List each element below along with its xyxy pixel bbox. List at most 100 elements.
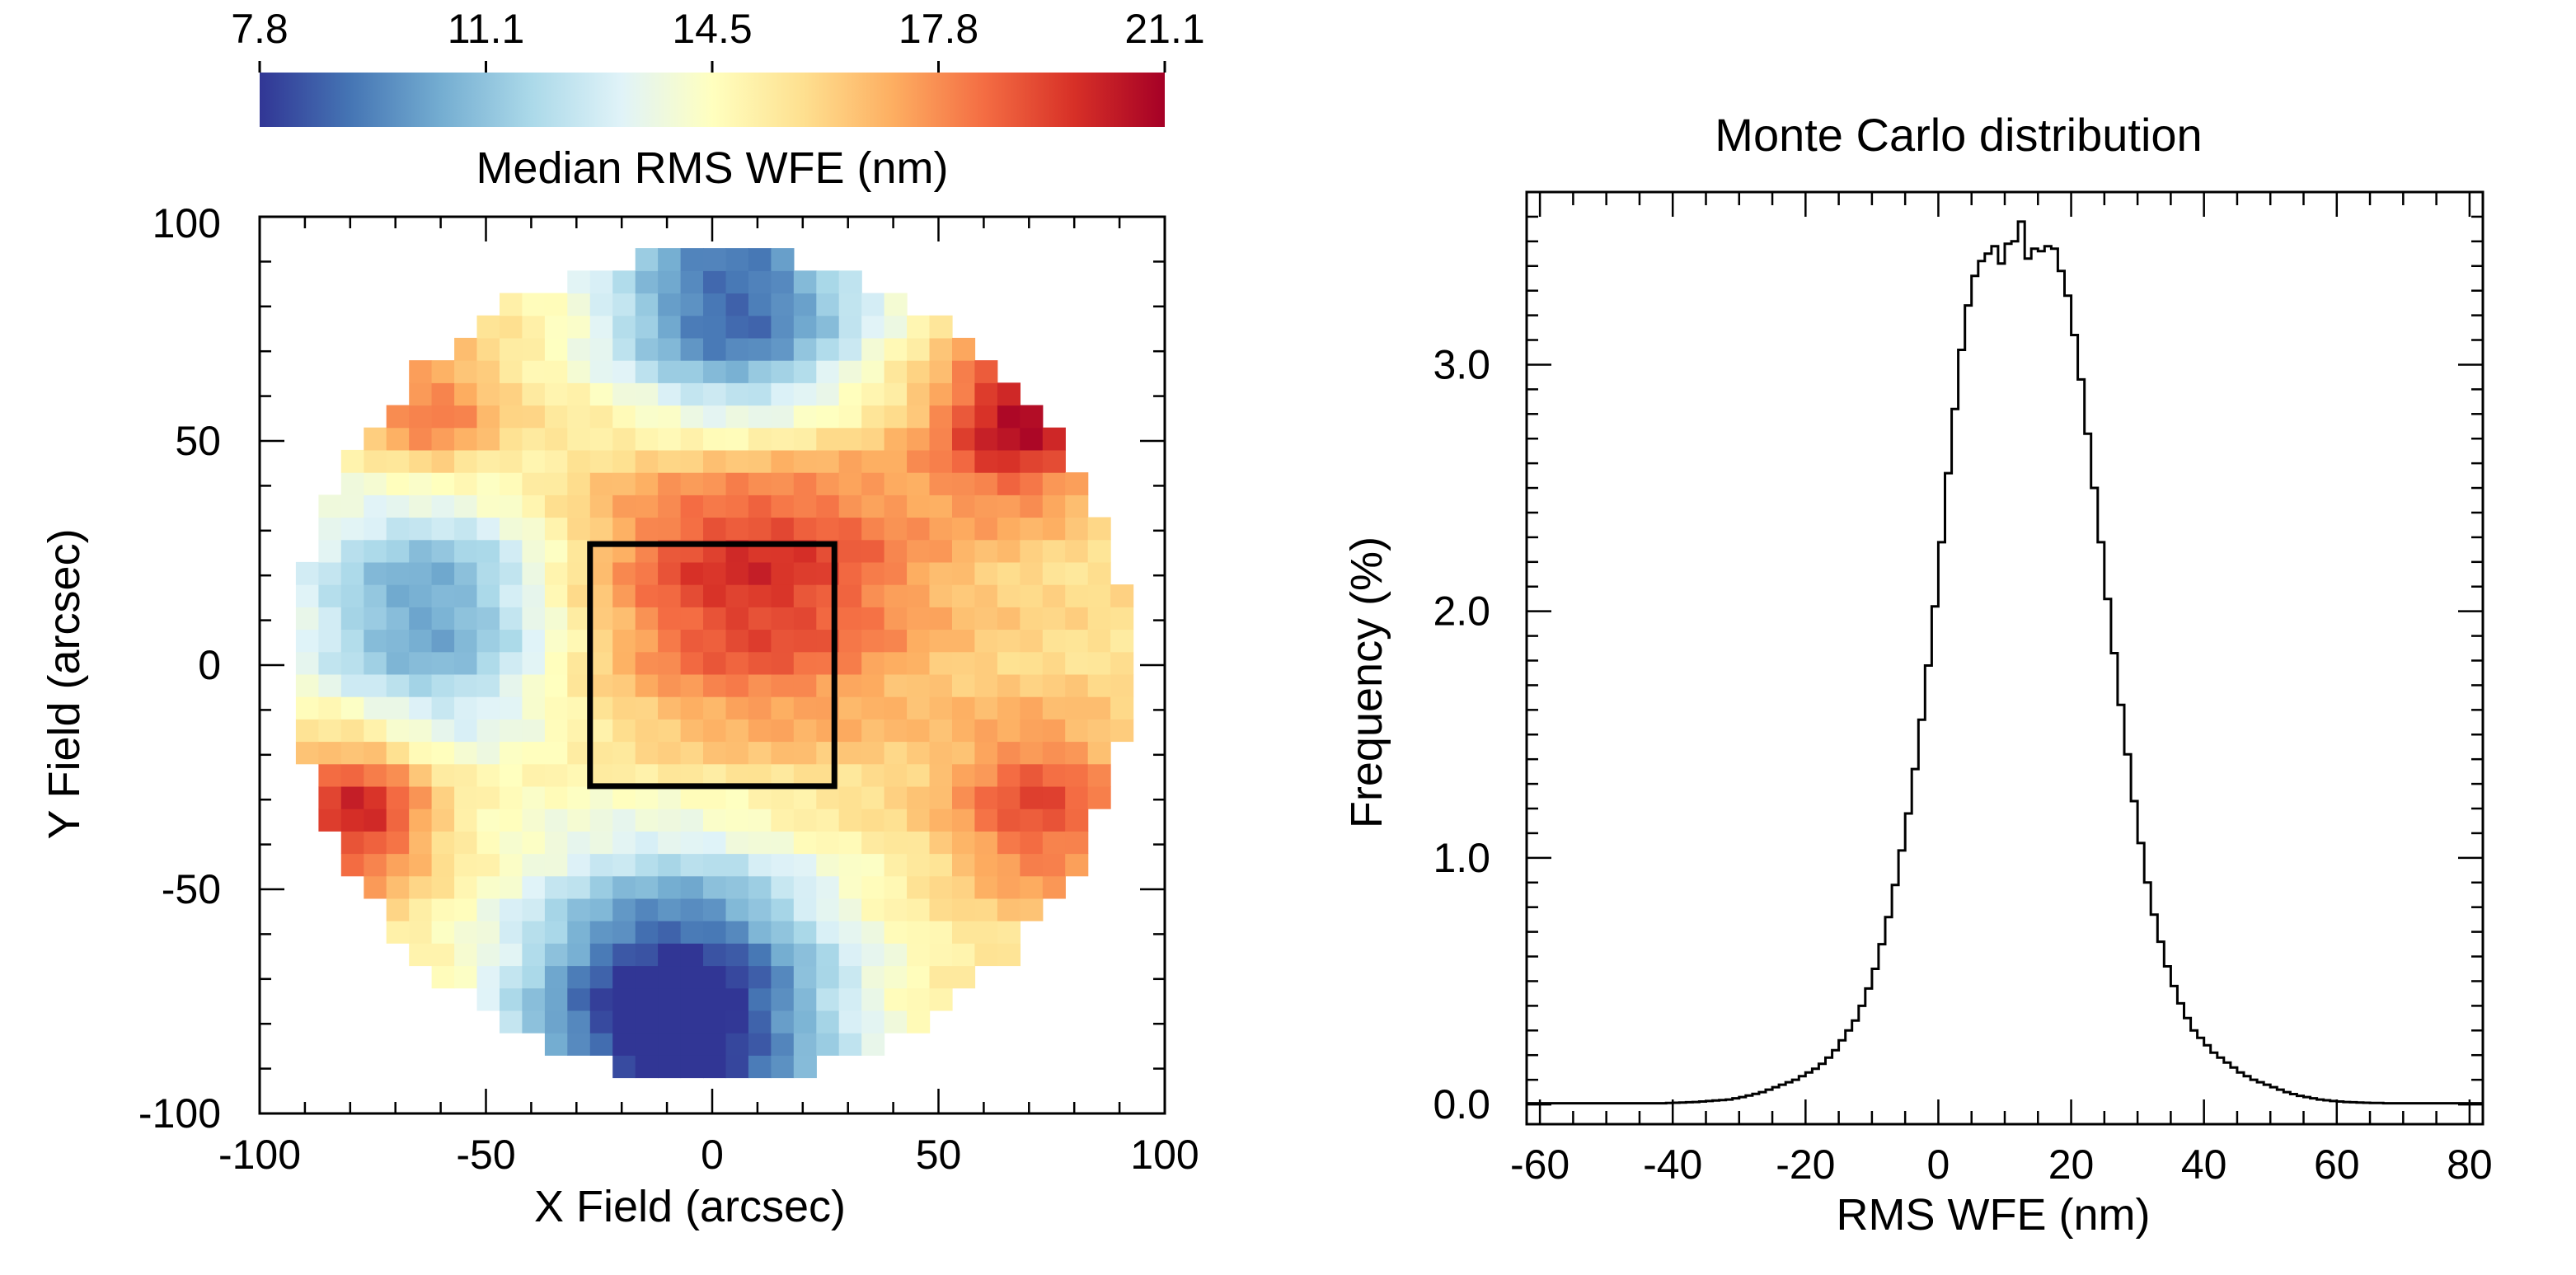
heatmap-cell — [658, 831, 682, 855]
heatmap-cell — [793, 1010, 817, 1034]
heatmap-cell — [997, 495, 1021, 518]
heatmap-cell — [725, 629, 749, 653]
heatmap-cell — [771, 629, 795, 653]
histogram-title: Monte Carlo distribution — [1715, 109, 2202, 161]
heatmap-cell — [544, 517, 568, 541]
heatmap-cell — [295, 696, 319, 720]
heatmap-cell — [658, 293, 682, 316]
heatmap-cell — [454, 853, 478, 877]
heatmap-cell — [476, 517, 500, 541]
heatmap-cell — [386, 875, 410, 899]
overlay-box — [587, 541, 838, 790]
heatmap-cell — [1065, 495, 1089, 518]
heatmap-cell — [431, 719, 455, 743]
heatmap-cell — [974, 763, 998, 787]
heatmap-cell — [635, 921, 659, 944]
heatmap-cell — [658, 696, 682, 720]
heatmap-cell — [567, 741, 591, 765]
heatmap-cell — [838, 875, 862, 899]
heatmap-cell — [454, 696, 478, 720]
heatmap-cell — [703, 853, 727, 877]
heatmap-cell — [500, 875, 523, 899]
heatmap-cell — [658, 561, 682, 585]
heatmap-cell — [612, 651, 636, 675]
heatmap-cell — [816, 965, 840, 989]
heatmap-cell — [567, 853, 591, 877]
heatmap-cell — [612, 741, 636, 765]
heatmap-cell — [386, 517, 410, 541]
heatmap-cell — [612, 270, 636, 294]
heatmap-cell — [974, 629, 998, 653]
heatmap-cell — [748, 584, 772, 607]
heatmap-cell — [409, 831, 433, 855]
heatmap-cell — [635, 293, 659, 316]
heatmap-cell — [567, 360, 591, 383]
heatmap-cell — [544, 696, 568, 720]
heatmap-cell — [386, 921, 410, 944]
heatmap-cell — [725, 1055, 749, 1079]
heatmap-cell — [680, 449, 704, 473]
heatmap-cell — [567, 943, 591, 967]
heatmap-cell — [431, 809, 455, 832]
heatmap-cell — [703, 382, 727, 406]
heatmap-cell — [295, 607, 319, 630]
heatmap-cell — [793, 382, 817, 406]
colorbar-tick-label: 11.1 — [448, 6, 525, 52]
heatmap-cell — [997, 763, 1021, 787]
heatmap-cell — [589, 584, 613, 607]
heatmap-cell — [658, 1010, 682, 1034]
heatmap-cell — [522, 875, 546, 899]
heatmap-cell — [952, 607, 976, 630]
heatmap-cell — [884, 809, 908, 832]
heatmap-cell — [703, 270, 727, 294]
heatmap-cell — [364, 495, 387, 518]
heatmap-cell — [929, 898, 953, 921]
heatmap-cell — [816, 315, 840, 339]
heatmap-cell — [838, 539, 862, 563]
heatmap-cell — [680, 831, 704, 855]
heatmap-cell — [680, 472, 704, 495]
heatmap-cell — [680, 360, 704, 383]
heatmap-cell — [974, 785, 998, 809]
heatmap-cell — [409, 495, 433, 518]
heatmap-cell — [793, 270, 817, 294]
heatmap-cell — [680, 763, 704, 787]
heatmap-cell — [771, 1033, 795, 1056]
heatmap-cell — [793, 965, 817, 989]
heatmap-cell — [658, 337, 682, 361]
heatmap-cell — [884, 449, 908, 473]
heatmap-cell — [612, 337, 636, 361]
heatmap-cell — [567, 293, 591, 316]
heatmap-cell — [658, 965, 682, 989]
heatmap-cell — [748, 719, 772, 743]
heatmap-cell — [635, 987, 659, 1011]
heatmap-cell — [431, 607, 455, 630]
heatmap-cell — [907, 360, 931, 383]
heatmap-cell — [635, 472, 659, 495]
heatmap-cell — [793, 741, 817, 765]
heatmap-cell — [748, 853, 772, 877]
heatmap-cell — [364, 853, 387, 877]
heatmap-cell — [1042, 561, 1066, 585]
heatmap-cell — [771, 495, 795, 518]
heatmap-cell — [748, 495, 772, 518]
heatmap-cell — [974, 539, 998, 563]
heatmap-cell — [431, 629, 455, 653]
heatmap-cell — [318, 673, 342, 697]
heatmap-cell — [793, 427, 817, 451]
heatmap-cell — [1042, 495, 1066, 518]
y-tick-label: 0 — [198, 642, 221, 688]
heatmap-cell — [544, 875, 568, 899]
heatmap-cell — [522, 831, 546, 855]
hist-y-tick-label: 0.0 — [1433, 1081, 1490, 1127]
heatmap-cell — [1065, 785, 1089, 809]
heatmap-cell — [680, 965, 704, 989]
heatmap-cell — [386, 741, 410, 765]
heatmap-cell — [929, 853, 953, 877]
colorbar-tick-label: 17.8 — [899, 6, 978, 52]
heatmap-cell — [952, 921, 976, 944]
heatmap-cell — [997, 629, 1021, 653]
heatmap-cell — [612, 719, 636, 743]
heatmap-cell — [793, 495, 817, 518]
heatmap-cell — [658, 449, 682, 473]
